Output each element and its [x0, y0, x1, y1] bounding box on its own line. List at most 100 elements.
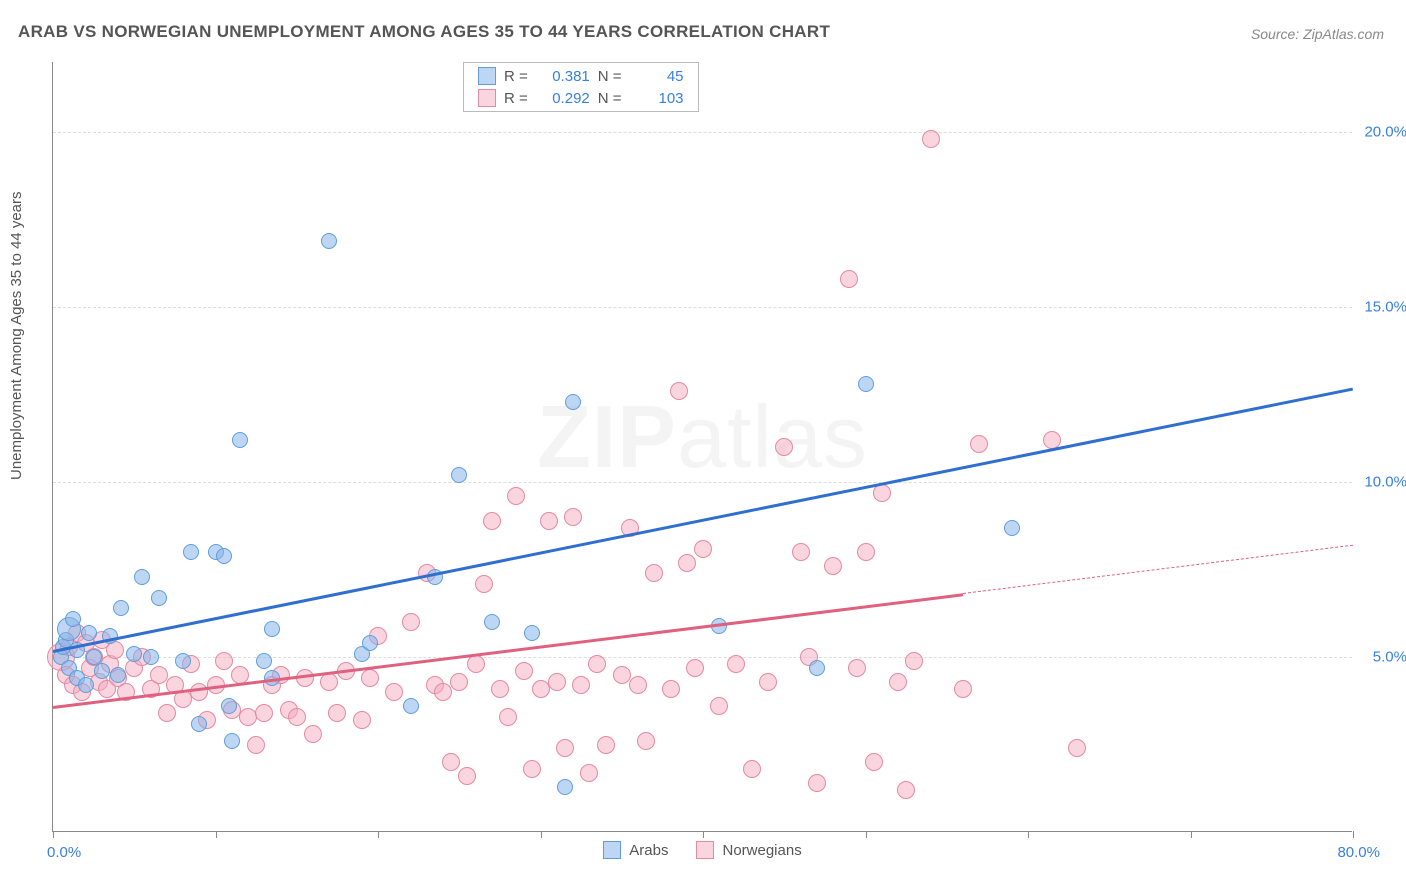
data-point-norwegian [694, 540, 712, 558]
data-point-arab [321, 233, 337, 249]
data-point-norwegian [580, 764, 598, 782]
gridline [53, 657, 1352, 658]
data-point-norwegian [499, 708, 517, 726]
data-point-norwegian [1068, 739, 1086, 757]
legend-swatch-icon [696, 841, 714, 859]
legend-swatch-arabs [478, 67, 496, 85]
data-point-norwegian [507, 487, 525, 505]
data-point-arab [809, 660, 825, 676]
data-point-norwegian [922, 130, 940, 148]
data-point-norwegian [548, 673, 566, 691]
y-tick-label: 5.0% [1373, 649, 1406, 666]
legend-row-arabs: R = 0.381 N = 45 [464, 65, 698, 87]
data-point-norwegian [556, 739, 574, 757]
data-point-norwegian [402, 613, 420, 631]
data-point-norwegian [304, 725, 322, 743]
chart-title: ARAB VS NORWEGIAN UNEMPLOYMENT AMONG AGE… [18, 22, 830, 42]
legend-item-arabs: Arabs [603, 841, 668, 859]
data-point-arab [134, 569, 150, 585]
data-point-arab [113, 600, 129, 616]
data-point-norwegian [970, 435, 988, 453]
data-point-norwegian [158, 704, 176, 722]
data-point-norwegian [857, 543, 875, 561]
x-tick [541, 831, 542, 838]
gridline [53, 482, 1352, 483]
data-point-norwegian [792, 543, 810, 561]
data-point-norwegian [458, 767, 476, 785]
correlation-legend: R = 0.381 N = 45 R = 0.292 N = 103 [463, 62, 699, 112]
series-legend: Arabs Norwegians [53, 841, 1352, 859]
data-point-norwegian [540, 512, 558, 530]
trend-line [963, 545, 1353, 594]
data-point-norwegian [905, 652, 923, 670]
data-point-norwegian [564, 508, 582, 526]
x-tick [1353, 831, 1354, 838]
x-tick [53, 831, 54, 838]
y-axis-label: Unemployment Among Ages 35 to 44 years [8, 191, 25, 480]
data-point-arab [183, 544, 199, 560]
data-point-arab [451, 467, 467, 483]
data-point-norwegian [897, 781, 915, 799]
trend-line [53, 388, 1354, 653]
data-point-arab [65, 611, 81, 627]
data-point-arab [78, 677, 94, 693]
data-point-norwegian [808, 774, 826, 792]
data-point-norwegian [613, 666, 631, 684]
data-point-norwegian [686, 659, 704, 677]
gridline [53, 132, 1352, 133]
data-point-norwegian [865, 753, 883, 771]
data-point-norwegian [288, 708, 306, 726]
data-point-norwegian [442, 753, 460, 771]
data-point-norwegian [434, 683, 452, 701]
x-axis-min-label: 0.0% [47, 844, 81, 861]
y-tick-label: 10.0% [1364, 474, 1406, 491]
data-point-arab [126, 646, 142, 662]
data-point-norwegian [848, 659, 866, 677]
data-point-norwegian [588, 655, 606, 673]
data-point-norwegian [597, 736, 615, 754]
source-label: Source: ZipAtlas.com [1251, 26, 1384, 42]
data-point-arab [565, 394, 581, 410]
data-point-norwegian [239, 708, 257, 726]
data-point-arab [191, 716, 207, 732]
data-point-norwegian [678, 554, 696, 572]
data-point-norwegian [353, 711, 371, 729]
y-tick-label: 15.0% [1364, 299, 1406, 316]
x-tick [866, 831, 867, 838]
data-point-norwegian [491, 680, 509, 698]
data-point-arab [858, 376, 874, 392]
data-point-norwegian [743, 760, 761, 778]
x-tick [1028, 831, 1029, 838]
data-point-norwegian [150, 666, 168, 684]
data-point-norwegian [475, 575, 493, 593]
scatter-plot-area: ZIPatlas R = 0.381 N = 45 R = 0.292 N = … [52, 62, 1352, 832]
data-point-arab [1004, 520, 1020, 536]
data-point-norwegian [759, 673, 777, 691]
data-point-arab [224, 733, 240, 749]
data-point-arab [110, 667, 126, 683]
data-point-arab [557, 779, 573, 795]
legend-item-norwegians: Norwegians [696, 841, 801, 859]
data-point-arab [524, 625, 540, 641]
data-point-arab [232, 432, 248, 448]
data-point-arab [264, 621, 280, 637]
legend-row-norwegians: R = 0.292 N = 103 [464, 87, 698, 109]
data-point-norwegian [361, 669, 379, 687]
data-point-norwegian [215, 652, 233, 670]
data-point-norwegian [328, 704, 346, 722]
data-point-norwegian [824, 557, 842, 575]
gridline [53, 307, 1352, 308]
data-point-arab [484, 614, 500, 630]
data-point-norwegian [231, 666, 249, 684]
data-point-norwegian [247, 736, 265, 754]
x-tick [1191, 831, 1192, 838]
data-point-arab [216, 548, 232, 564]
data-point-arab [362, 635, 378, 651]
data-point-arab [143, 649, 159, 665]
data-point-norwegian [255, 704, 273, 722]
data-point-norwegian [710, 697, 728, 715]
data-point-arab [175, 653, 191, 669]
data-point-arab [256, 653, 272, 669]
data-point-norwegian [889, 673, 907, 691]
data-point-arab [151, 590, 167, 606]
